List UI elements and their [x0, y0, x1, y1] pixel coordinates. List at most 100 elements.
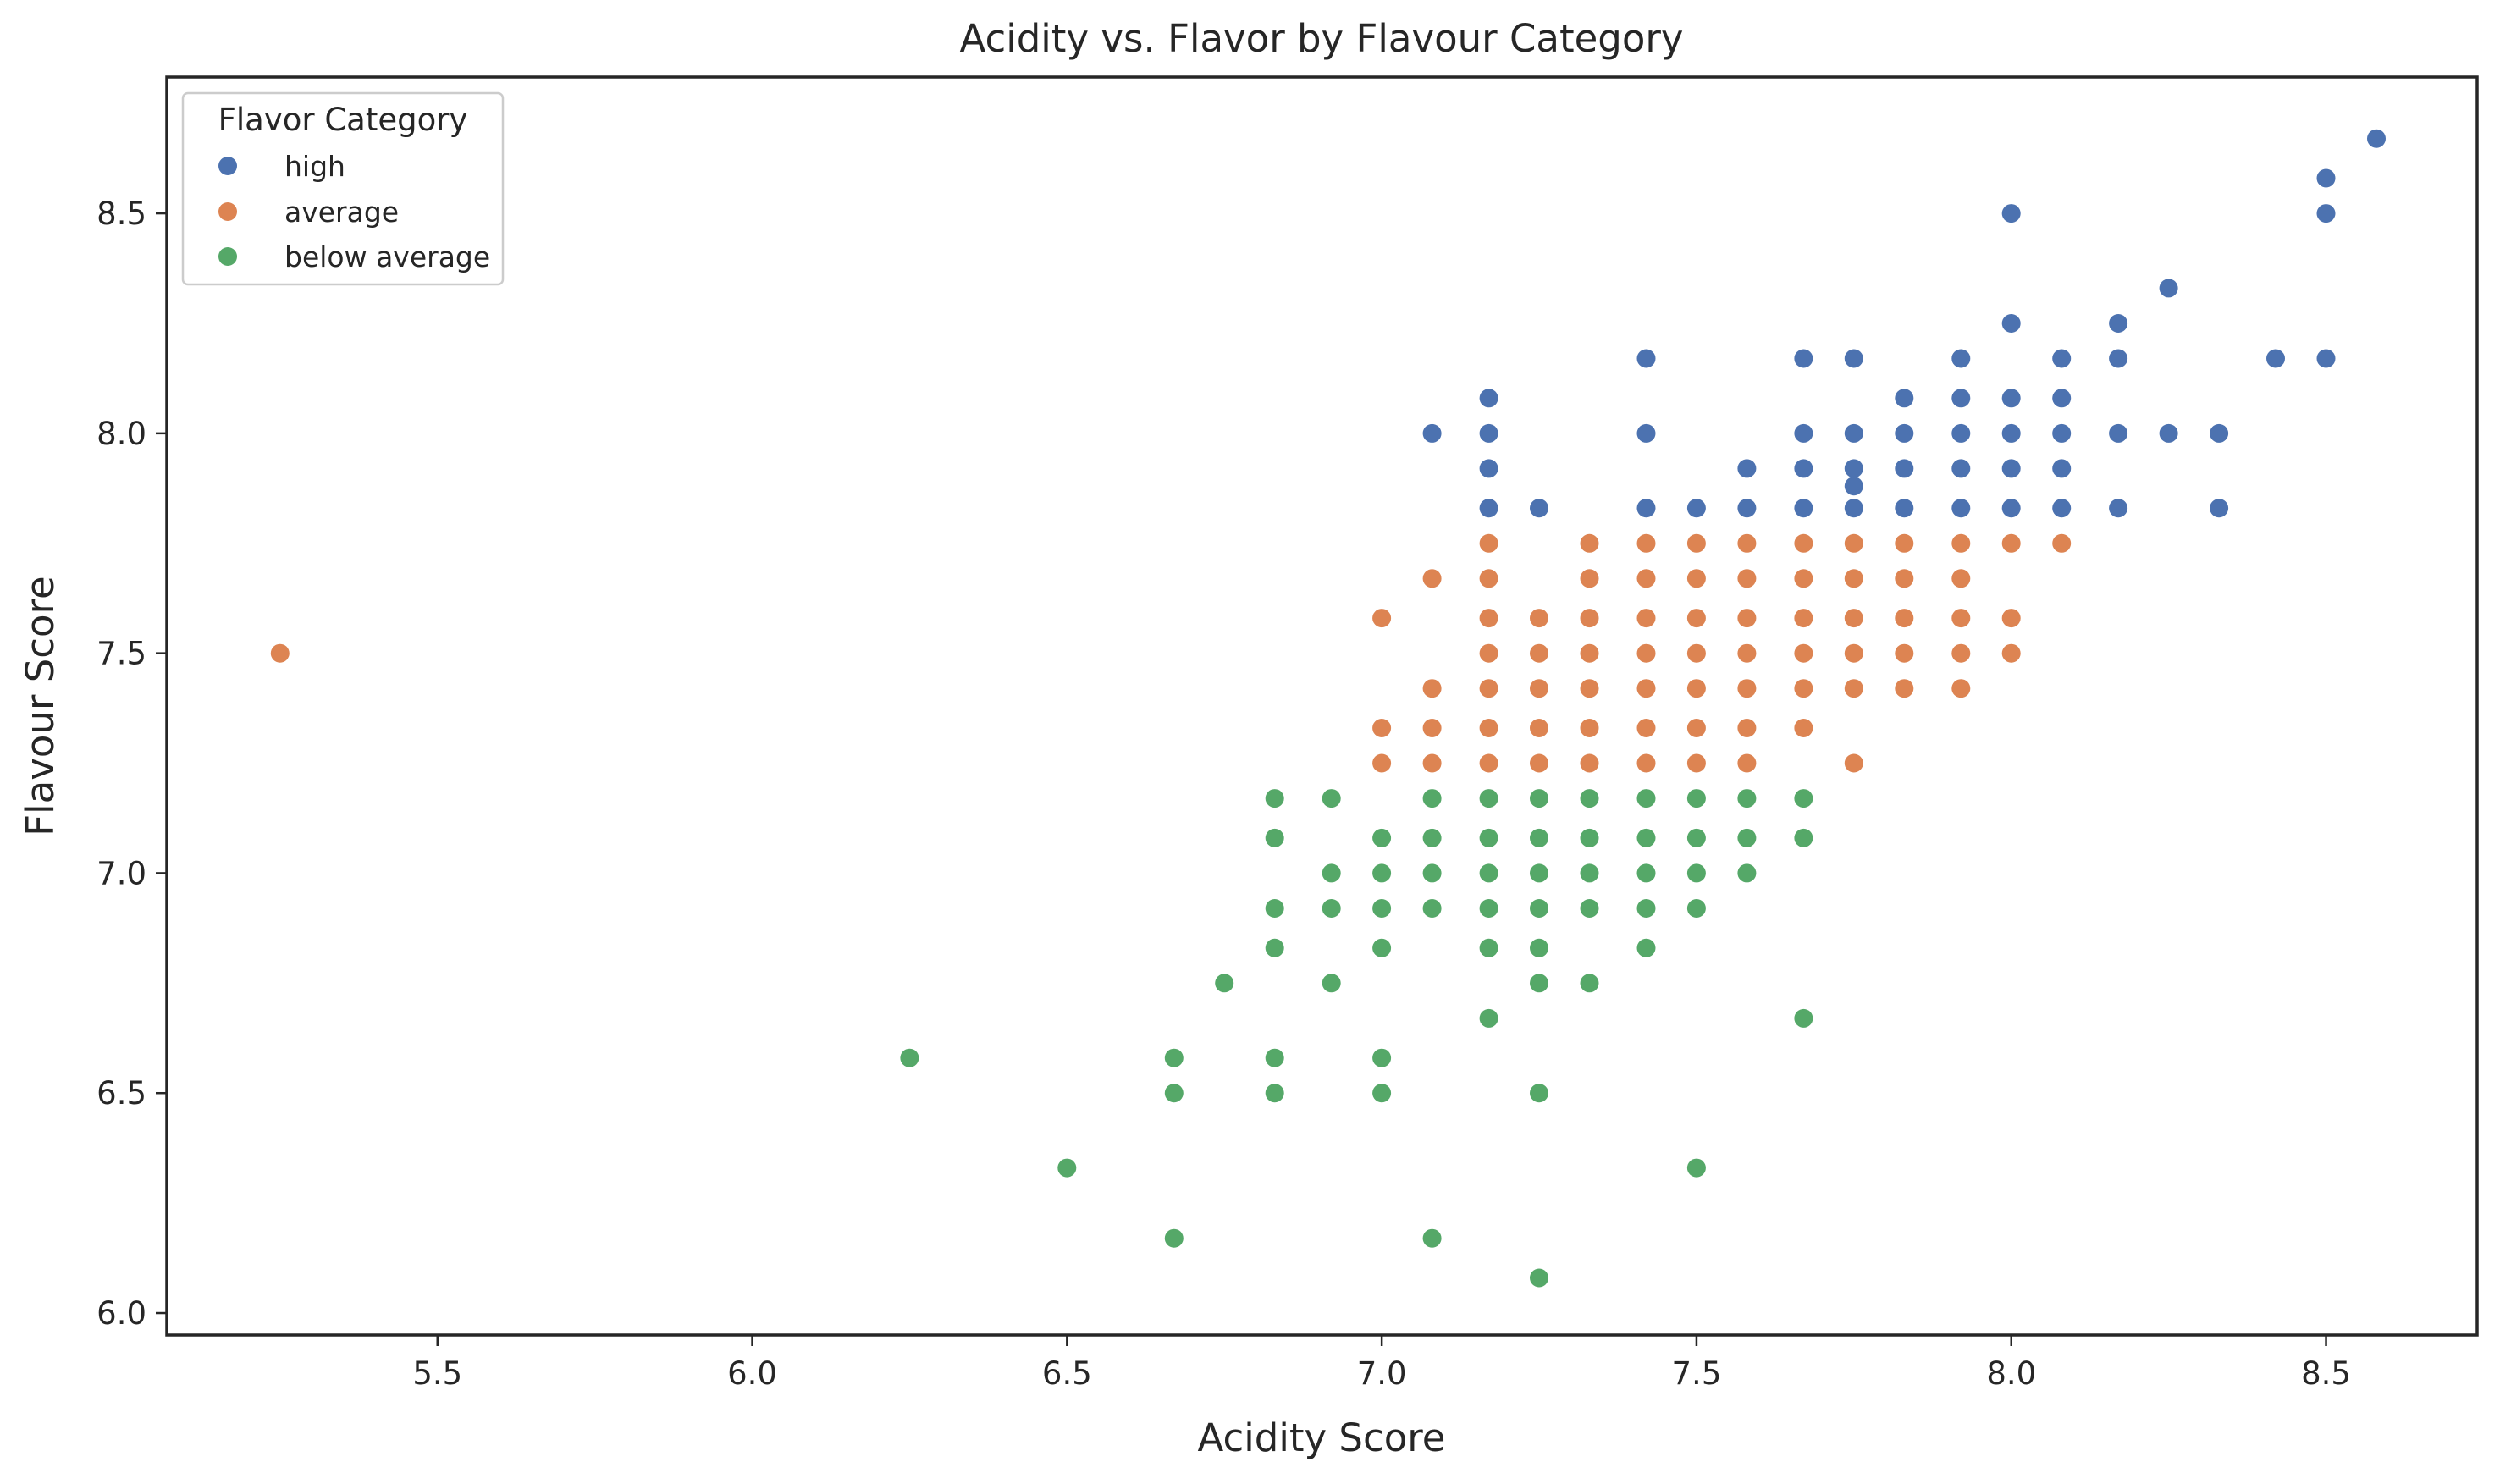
point-below-average — [1164, 1084, 1184, 1103]
point-below-average — [1530, 1268, 1548, 1288]
point-average — [1479, 719, 1498, 737]
point-high — [2159, 423, 2178, 443]
point-average — [1686, 719, 1706, 737]
point-below-average — [1794, 1008, 1813, 1028]
legend-label-high: high — [284, 150, 345, 183]
point-high — [2316, 168, 2336, 188]
point-average — [1794, 609, 1813, 628]
point-below-average — [1479, 863, 1498, 883]
legend-label-below-average: below average — [284, 240, 490, 273]
point-average — [1636, 609, 1656, 628]
point-average — [1479, 753, 1498, 773]
point-average — [1895, 533, 1914, 553]
point-below-average — [1686, 789, 1706, 808]
point-below-average — [1422, 828, 1442, 847]
point-high — [1951, 499, 1971, 518]
point-below-average — [1636, 863, 1656, 883]
point-below-average — [1372, 938, 1392, 957]
point-high — [2001, 204, 2021, 223]
point-average — [1580, 679, 1599, 698]
point-high — [1636, 499, 1656, 518]
point-average — [1844, 753, 1863, 773]
point-average — [1580, 569, 1599, 588]
point-high — [2001, 459, 2021, 478]
point-below-average — [1322, 863, 1341, 883]
point-average — [2001, 533, 2021, 553]
x-tick-label: 5.5 — [412, 1355, 462, 1392]
y-tick-label: 6.5 — [97, 1075, 146, 1112]
point-high — [1737, 459, 1757, 478]
point-below-average — [1530, 938, 1548, 957]
point-average — [1686, 569, 1706, 588]
point-below-average — [1530, 1084, 1548, 1103]
point-average — [1844, 533, 1863, 553]
point-high — [1844, 349, 1863, 368]
point-average — [1951, 533, 1971, 553]
point-below-average — [1265, 1048, 1284, 1067]
point-high — [1895, 459, 1914, 478]
point-high — [2210, 499, 2229, 518]
point-high — [2001, 423, 2021, 443]
point-average — [1737, 609, 1757, 628]
point-below-average — [1372, 863, 1392, 883]
point-below-average — [1530, 899, 1548, 918]
point-below-average — [1164, 1048, 1184, 1067]
point-below-average — [1422, 1228, 1442, 1248]
point-below-average — [1530, 828, 1548, 847]
point-average — [1530, 679, 1548, 698]
point-below-average — [1479, 828, 1498, 847]
point-below-average — [1215, 974, 1234, 993]
point-below-average — [1794, 828, 1813, 847]
point-high — [2367, 129, 2386, 148]
point-below-average — [1479, 938, 1498, 957]
point-average — [1794, 643, 1813, 663]
point-high — [1844, 423, 1863, 443]
point-below-average — [1422, 899, 1442, 918]
point-average — [1479, 643, 1498, 663]
point-high — [1794, 499, 1813, 518]
point-below-average — [1580, 974, 1599, 993]
x-tick-label: 6.5 — [1042, 1355, 1092, 1392]
legend-label-average: average — [284, 196, 399, 229]
point-high — [2052, 459, 2072, 478]
point-high — [2052, 389, 2072, 408]
point-average — [1636, 569, 1656, 588]
point-below-average — [1479, 789, 1498, 808]
y-tick-label: 8.0 — [97, 416, 146, 452]
point-below-average — [1479, 1008, 1498, 1028]
point-below-average — [1265, 899, 1284, 918]
point-high — [1895, 499, 1914, 518]
point-high — [2266, 349, 2285, 368]
legend-entry-average: average — [218, 196, 399, 229]
point-below-average — [1580, 863, 1599, 883]
point-high — [1844, 459, 1863, 478]
x-axis-ticks: 5.5 6.0 6.5 7.0 7.5 8.0 8.5 — [412, 1335, 2351, 1392]
series-high — [1422, 129, 2386, 518]
point-high — [1737, 499, 1757, 518]
point-high — [1479, 423, 1498, 443]
point-high — [1794, 349, 1813, 368]
legend-entry-below-average: below average — [218, 240, 490, 273]
point-below-average — [1686, 899, 1706, 918]
point-average — [1686, 753, 1706, 773]
point-average — [1951, 569, 1971, 588]
y-tick-label: 7.0 — [97, 855, 146, 891]
x-tick-label: 6.0 — [727, 1355, 777, 1392]
point-average — [1737, 569, 1757, 588]
legend-marker-below-average — [218, 247, 237, 266]
point-average — [1479, 679, 1498, 698]
point-high — [2316, 204, 2336, 223]
point-average — [1844, 609, 1863, 628]
point-average — [1794, 679, 1813, 698]
point-below-average — [1737, 828, 1757, 847]
point-average — [1580, 533, 1599, 553]
point-high — [2001, 314, 2021, 333]
point-high — [1951, 389, 1971, 408]
point-high — [1951, 349, 1971, 368]
point-below-average — [1322, 899, 1341, 918]
point-average — [1794, 719, 1813, 737]
chart-title: Acidity vs. Flavor by Flavour Category — [960, 16, 1684, 61]
point-below-average — [1580, 828, 1599, 847]
point-below-average — [1686, 828, 1706, 847]
